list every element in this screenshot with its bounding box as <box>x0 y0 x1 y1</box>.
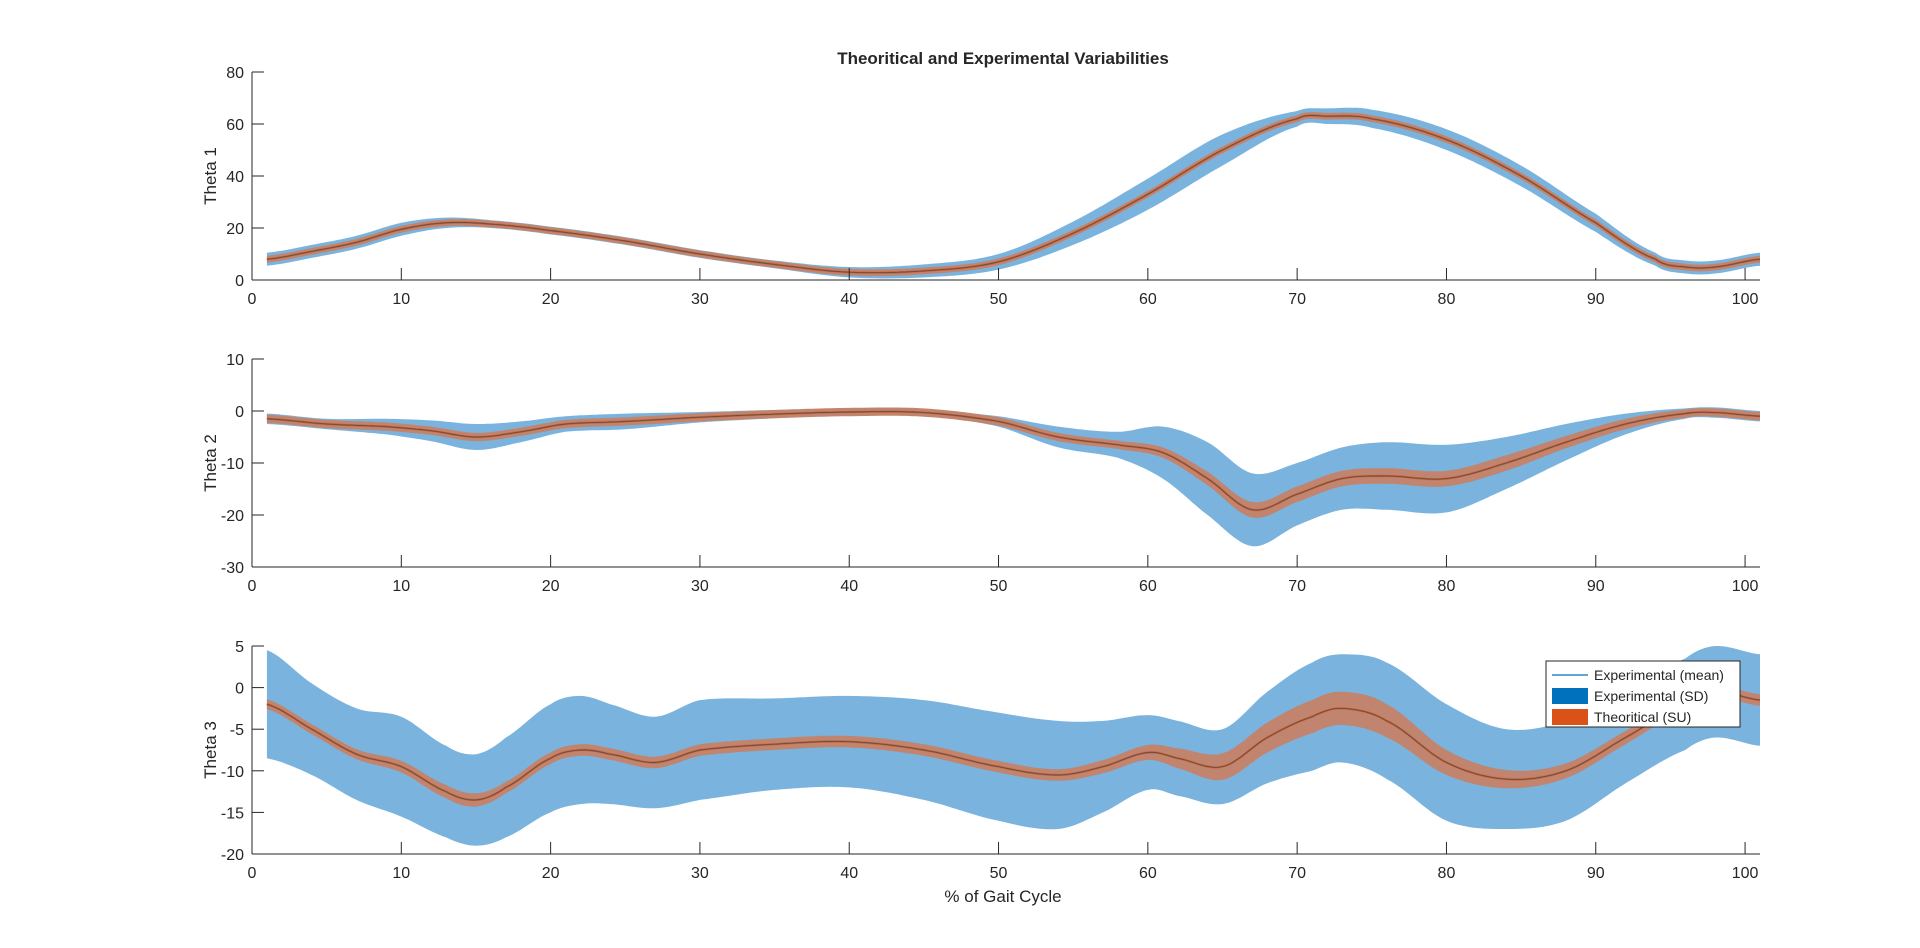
x-tick-label: 70 <box>1288 291 1306 308</box>
experimental-mean-line <box>266 411 1761 511</box>
x-tick-label: 30 <box>691 865 709 882</box>
chart-title: Theoritical and Experimental Variabiliti… <box>837 49 1169 68</box>
su-band <box>266 685 1760 807</box>
y-tick-label: -30 <box>221 560 244 577</box>
x-tick-label: 70 <box>1288 865 1306 882</box>
panel-1: 0 20 40 60 80 0 10 20 30 40 50 60 70 80 90 100 Theta 1 <box>201 65 1761 308</box>
x-tick-label: 60 <box>1139 865 1157 882</box>
x-axis-label: % of Gait Cycle <box>944 887 1061 906</box>
x-tick-label: 80 <box>1438 578 1456 595</box>
y-tick-label: 80 <box>226 65 244 82</box>
x-tick-label: 90 <box>1587 291 1605 308</box>
y-tick-label: -20 <box>221 847 244 864</box>
legend-swatch-su <box>1552 709 1588 725</box>
y-tick-label: 5 <box>235 639 244 656</box>
x-tick-label: 100 <box>1732 578 1759 595</box>
y-axis-label: Theta 1 <box>201 147 220 205</box>
y-tick-label: -5 <box>230 722 244 739</box>
y-tick-label: 0 <box>235 404 244 421</box>
y-tick-label: -10 <box>221 764 244 781</box>
x-tick-label: 30 <box>691 578 709 595</box>
x-tick-label: 80 <box>1438 291 1456 308</box>
x-tick-label: 60 <box>1139 578 1157 595</box>
x-tick-label: 20 <box>542 865 560 882</box>
x-tick-label: 40 <box>840 291 858 308</box>
x-tick-label: 50 <box>990 291 1008 308</box>
y-tick-label: 40 <box>226 169 244 186</box>
x-tick-label: 20 <box>542 291 560 308</box>
sd-band <box>266 107 1760 279</box>
y-tick-label: -20 <box>221 508 244 525</box>
x-tick-label: 100 <box>1732 291 1759 308</box>
legend-entry-label: Experimental (SD) <box>1594 688 1708 704</box>
y-axis-label: Theta 3 <box>201 721 220 779</box>
x-tick-label: 100 <box>1732 865 1759 882</box>
legend-entry-label: Theoritical (SU) <box>1594 709 1691 725</box>
y-tick-label: 20 <box>226 221 244 238</box>
x-tick-label: 80 <box>1438 865 1456 882</box>
x-tick-label: 10 <box>392 865 410 882</box>
y-tick-label: -15 <box>221 805 244 822</box>
y-tick-label: -10 <box>221 456 244 473</box>
experimental-mean-line <box>266 114 1761 274</box>
y-tick-label: 60 <box>226 117 244 134</box>
y-tick-label: 10 <box>226 352 244 369</box>
x-tick-label: 10 <box>392 578 410 595</box>
x-tick-label: 50 <box>990 865 1008 882</box>
x-tick-label: 90 <box>1587 865 1605 882</box>
y-tick-label: 0 <box>235 681 244 698</box>
x-tick-label: 10 <box>392 291 410 308</box>
x-tick-label: 40 <box>840 578 858 595</box>
y-axis-label: Theta 2 <box>201 434 220 492</box>
legend: Experimental (mean) Experimental (SD) Theo… <box>1545 660 1741 728</box>
x-tick-label: 40 <box>840 865 858 882</box>
x-tick-label: 0 <box>248 578 257 595</box>
legend-entry-label: Experimental (mean) <box>1594 667 1724 683</box>
experimental-mean-line <box>266 691 1761 801</box>
x-tick-label: 0 <box>248 865 257 882</box>
x-tick-label: 0 <box>248 291 257 308</box>
x-tick-label: 90 <box>1587 578 1605 595</box>
x-tick-label: 50 <box>990 578 1008 595</box>
x-tick-label: 70 <box>1288 578 1306 595</box>
legend-swatch-sd <box>1552 688 1588 704</box>
x-tick-label: 20 <box>542 578 560 595</box>
x-tick-label: 60 <box>1139 291 1157 308</box>
y-tick-label: 0 <box>235 273 244 290</box>
sd-band <box>266 646 1760 846</box>
x-tick-label: 30 <box>691 291 709 308</box>
